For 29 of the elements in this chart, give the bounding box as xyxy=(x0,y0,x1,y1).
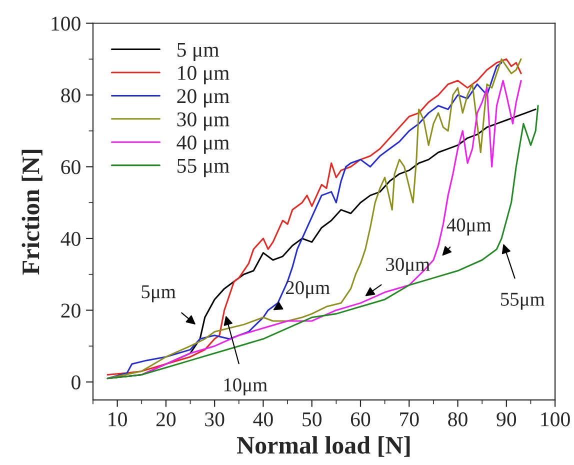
legend-label: 10 μm xyxy=(178,66,230,84)
x-axis-title: Normal load [N] xyxy=(237,436,410,457)
y-tick-label: 100 xyxy=(52,16,80,31)
annotation: 40μm xyxy=(446,218,492,236)
x-tick-label: 20 xyxy=(156,412,176,426)
x-tick-label: 90 xyxy=(496,412,516,426)
y-tick-label: 80 xyxy=(61,88,80,102)
legend-label: 30 μm xyxy=(177,112,230,131)
annotation: 5μm xyxy=(142,285,176,302)
annotation: 10μm xyxy=(224,378,268,396)
x-tick-label: 30 xyxy=(205,412,224,426)
y-tick-label: 60 xyxy=(61,160,80,174)
legend-label: 20 μm xyxy=(177,89,230,108)
x-tick-label: 60 xyxy=(350,412,370,426)
x-tick-label: 100 xyxy=(541,412,570,426)
y-tick-label: 20 xyxy=(61,304,80,318)
legend-label: 5 μm xyxy=(178,42,219,62)
x-tick-label: 10 xyxy=(108,412,127,426)
x-tick-label: 40 xyxy=(253,412,273,426)
x-tick-label: 70 xyxy=(400,412,419,426)
y-axis-title: Friction [N] xyxy=(22,150,42,275)
x-tick-label: 50 xyxy=(302,412,322,426)
y-tick-label: 40 xyxy=(60,232,80,246)
y-tick-label: 0 xyxy=(72,375,80,390)
annotation: 20μm xyxy=(286,281,330,298)
legend-label: 55 μm xyxy=(178,158,230,178)
x-tick-label: 80 xyxy=(448,412,468,426)
legend-label: 40 μm xyxy=(176,136,230,154)
annotation: 55μm xyxy=(501,292,545,310)
